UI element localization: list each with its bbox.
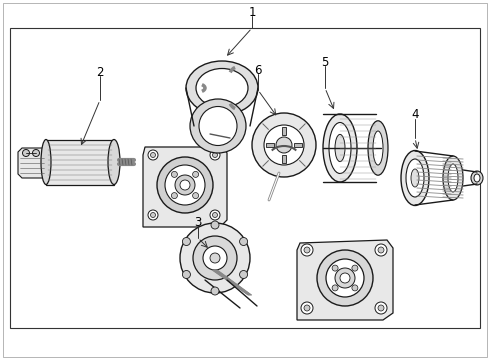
Ellipse shape — [41, 139, 51, 184]
Circle shape — [148, 150, 158, 160]
Ellipse shape — [186, 61, 258, 115]
Circle shape — [301, 244, 313, 256]
Circle shape — [150, 153, 155, 158]
Circle shape — [352, 285, 358, 291]
Circle shape — [210, 150, 220, 160]
Ellipse shape — [406, 159, 424, 197]
Circle shape — [375, 244, 387, 256]
Bar — [10, 28, 480, 328]
Circle shape — [148, 210, 158, 220]
Circle shape — [165, 165, 205, 205]
Circle shape — [23, 149, 29, 157]
Circle shape — [375, 302, 387, 314]
Text: 6: 6 — [254, 63, 262, 77]
Circle shape — [304, 247, 310, 253]
Circle shape — [213, 212, 218, 217]
Ellipse shape — [401, 150, 429, 206]
Polygon shape — [294, 143, 302, 147]
Circle shape — [150, 212, 155, 217]
Circle shape — [240, 270, 247, 279]
Ellipse shape — [199, 107, 237, 145]
Polygon shape — [18, 148, 46, 178]
Text: 5: 5 — [321, 55, 329, 68]
Polygon shape — [297, 240, 393, 320]
Ellipse shape — [373, 131, 383, 165]
Circle shape — [182, 270, 191, 279]
Circle shape — [172, 193, 177, 199]
Ellipse shape — [443, 156, 463, 200]
Circle shape — [332, 285, 338, 291]
Ellipse shape — [471, 171, 483, 185]
Circle shape — [213, 153, 218, 158]
Circle shape — [252, 113, 316, 177]
Polygon shape — [282, 155, 286, 163]
Circle shape — [180, 180, 190, 190]
Text: 4: 4 — [411, 108, 419, 122]
Ellipse shape — [335, 134, 345, 162]
Circle shape — [326, 259, 364, 297]
Bar — [46, 140, 114, 185]
Circle shape — [264, 125, 304, 165]
Circle shape — [276, 137, 292, 153]
Circle shape — [210, 210, 220, 220]
Ellipse shape — [196, 68, 248, 108]
Ellipse shape — [323, 114, 357, 182]
Ellipse shape — [368, 121, 388, 175]
Circle shape — [352, 265, 358, 271]
Text: 1: 1 — [248, 5, 256, 18]
Circle shape — [240, 238, 247, 246]
Circle shape — [378, 305, 384, 311]
Circle shape — [304, 305, 310, 311]
Circle shape — [193, 193, 198, 199]
Circle shape — [211, 287, 219, 295]
Ellipse shape — [448, 164, 458, 192]
Text: 3: 3 — [195, 216, 202, 229]
Circle shape — [378, 247, 384, 253]
Ellipse shape — [190, 99, 246, 153]
Ellipse shape — [329, 122, 351, 174]
Polygon shape — [266, 143, 274, 147]
Text: 2: 2 — [96, 66, 104, 78]
Ellipse shape — [474, 174, 480, 182]
Circle shape — [203, 246, 227, 270]
Circle shape — [301, 302, 313, 314]
Circle shape — [332, 265, 338, 271]
Circle shape — [172, 171, 177, 177]
Circle shape — [157, 157, 213, 213]
Polygon shape — [282, 127, 286, 135]
Circle shape — [193, 171, 198, 177]
Circle shape — [32, 149, 40, 157]
Circle shape — [193, 236, 237, 280]
Circle shape — [210, 253, 220, 263]
Circle shape — [180, 223, 250, 293]
Circle shape — [175, 175, 195, 195]
Circle shape — [335, 268, 355, 288]
Circle shape — [211, 221, 219, 229]
Circle shape — [317, 250, 373, 306]
Polygon shape — [143, 147, 227, 227]
Ellipse shape — [411, 169, 419, 187]
Circle shape — [182, 238, 191, 246]
Circle shape — [340, 273, 350, 283]
Ellipse shape — [108, 139, 120, 184]
